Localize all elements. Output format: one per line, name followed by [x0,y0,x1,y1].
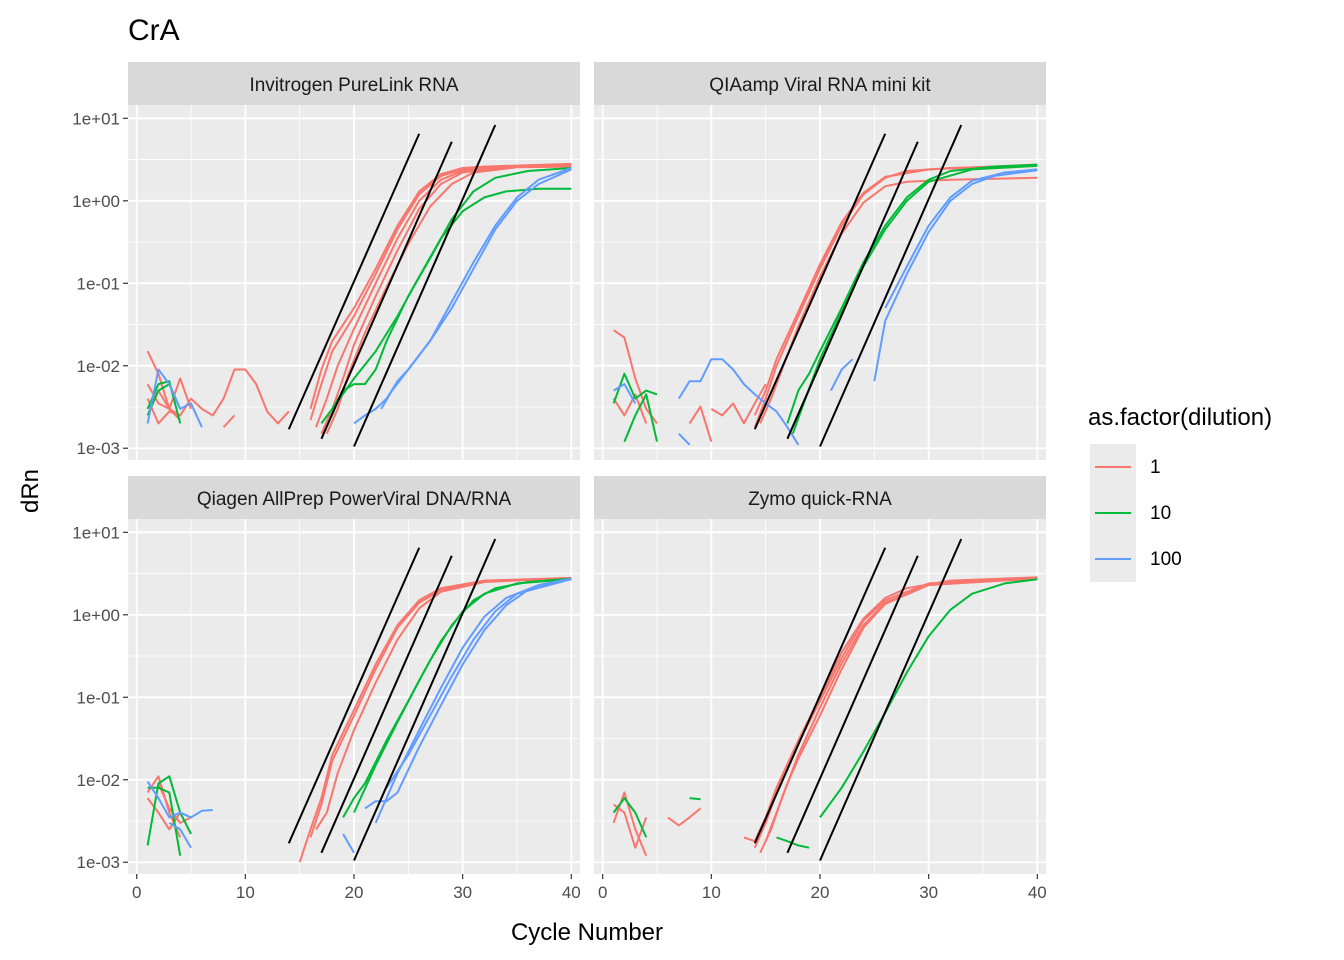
facet-strip [594,62,1046,105]
facet-strip [128,62,580,105]
y-tick-label: 1e-03 [77,439,120,458]
series-line-dilution-10 [353,578,572,814]
series-line-dilution-10 [689,797,701,801]
y-tick-label: 1e+01 [72,523,120,542]
series-line-dilution-10 [776,836,810,849]
series-line-dilution-1 [315,576,572,830]
x-tick-label: 10 [236,883,255,902]
series-line-dilution-100 [385,578,572,789]
series-line-dilution-10 [147,786,182,856]
legend: as.factor(dilution) 1 10 100 [1088,404,1272,582]
series-line-dilution-1 [710,383,767,425]
fit-line [753,133,887,430]
series-line-dilution-1 [320,164,572,435]
fit-line [287,547,421,844]
y-tick-label: 1e-01 [77,688,120,707]
series-line-dilution-10 [331,187,572,410]
fit-line [819,124,963,447]
x-tick-label: 40 [562,883,581,902]
x-tick-label: 20 [345,883,364,902]
series-line-dilution-1 [753,163,1038,416]
series-line-dilution-1 [764,576,1038,842]
series-line-dilution-10 [612,372,658,404]
series-line-dilution-1 [309,577,572,838]
x-tick-label: 40 [1028,883,1047,902]
series-line-dilution-1 [298,576,572,863]
y-axis-title: dRn [17,469,44,513]
series-line-dilution-1 [612,393,648,424]
series-line-dilution-1 [315,164,572,428]
panel-3: Qiagen AllPrep PowerViral DNA/RNA 1e-03 1e… [72,476,581,902]
series-line-dilution-100 [146,781,213,819]
series-line-dilution-10 [146,775,192,846]
fit-line [320,141,453,440]
x-tick-label: 10 [702,883,721,902]
series-line-dilution-100 [613,383,637,404]
y-tick-label: 1e-03 [77,853,120,872]
x-tick-label: 30 [919,883,938,902]
facet-strip-label: Qiagen AllPrep PowerViral DNA/RNA [197,489,512,510]
panel-1: Invitrogen PureLink RNA 1e-03 1e-02 1e-01 1e… [72,62,580,460]
fit-line [753,547,887,844]
panel-4: Zymo quick-RNA 0 10 20 30 40 [594,476,1047,902]
fit-line [786,141,919,440]
fit-line [353,538,497,861]
legend-key-1: 1 [1090,444,1161,490]
fit-line [320,555,453,854]
series-line-dilution-100 [677,358,800,446]
series-line-dilution-1 [667,807,702,827]
series-line-dilution-100 [146,368,203,428]
series-line-dilution-1 [222,414,236,428]
legend-title: as.factor(dilution) [1088,404,1272,431]
fit-line [353,124,497,447]
x-tick-label: 0 [598,883,607,902]
fit-line [786,555,919,854]
y-tick-label: 1e+01 [72,109,120,128]
series-line-dilution-10 [786,163,1038,424]
legend-key-label: 1 [1150,457,1161,478]
series-line-dilution-100 [678,433,691,446]
series-line-dilution-100 [884,168,1038,309]
series-line-dilution-10 [819,578,1038,818]
facet-strip-label: QIAamp Viral RNA mini kit [709,75,931,96]
y-tick-label: 1e-02 [77,771,120,790]
series-line-dilution-100 [168,822,192,849]
x-axis-title: Cycle Number [511,919,663,946]
series-group [146,162,572,435]
facet-strip [594,476,1046,519]
x-tick-label: 0 [132,883,141,902]
series-line-dilution-100 [364,578,572,810]
series-line-dilution-100 [380,167,572,410]
facet-strip-label: Zymo quick-RNA [748,489,892,510]
y-tick-label: 1e-02 [77,357,120,376]
series-line-dilution-10 [612,797,648,838]
series-line-dilution-1 [688,405,713,442]
legend-key-label: 100 [1150,549,1182,570]
y-tick-label: 1e+00 [72,192,120,211]
x-tick-label: 20 [811,883,830,902]
y-tick-label: 1e+00 [72,606,120,625]
legend-key-100: 100 [1090,536,1182,582]
series-line-dilution-1 [613,803,648,849]
series-line-dilution-100 [873,169,1038,382]
facet-panels: Invitrogen PureLink RNA 1e-03 1e-02 1e-01 1e… [72,62,1047,902]
y-tick-label: 1e-01 [77,274,120,293]
fit-line [287,133,421,430]
series-line-dilution-1 [309,162,572,410]
series-line-dilution-100 [342,833,355,854]
series-line-dilution-10 [623,393,658,443]
panel-2: QIAamp Viral RNA mini kit [594,62,1046,460]
fit-line [819,538,963,861]
facet-strip [128,476,580,519]
series-line-dilution-100 [830,358,854,392]
chart-title: CrA [128,14,180,47]
legend-key-label: 10 [1150,503,1171,524]
series-group [146,576,572,863]
x-tick-label: 30 [453,883,472,902]
legend-key-10: 10 [1090,490,1171,536]
facet-strip-label: Invitrogen PureLink RNA [249,75,458,96]
